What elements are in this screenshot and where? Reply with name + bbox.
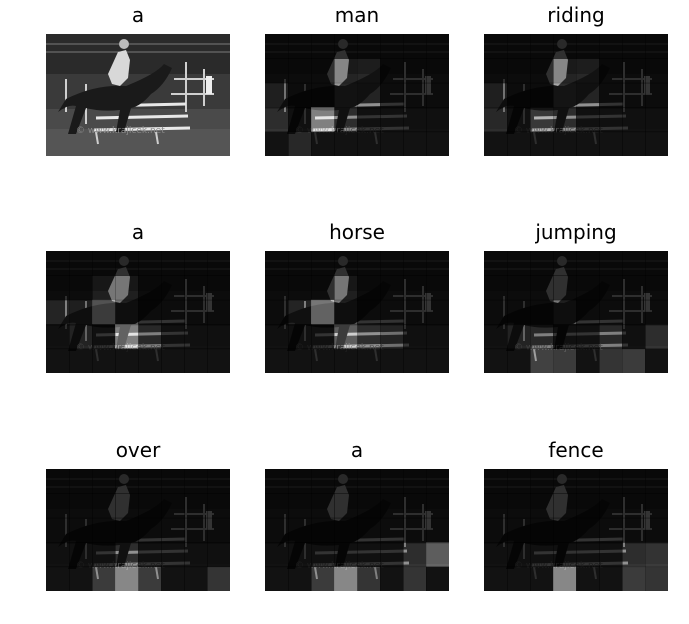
attention-image: © www.krajicek.net: [484, 34, 668, 156]
attention-overlay-image: © www.krajicek.net: [484, 251, 668, 373]
panel-word: jumping: [535, 220, 617, 244]
attention-overlay-image: © www.krajicek.net: [265, 34, 449, 156]
attention-image: © www.krajicek.net: [484, 251, 668, 373]
attention-overlay-image: © www.krajicek.net: [484, 34, 668, 156]
svg-text:© www.krajicek.net: © www.krajicek.net: [514, 126, 603, 136]
attention-image: © www.krajicek.net: [265, 469, 449, 591]
attention-overlay-image: © www.krajicek.net: [46, 251, 230, 373]
svg-text:© www.krajicek.net: © www.krajicek.net: [76, 343, 165, 353]
attention-image: © www.krajicek.net: [46, 469, 230, 591]
attention-overlay-image: © www.krajicek.net: [46, 469, 230, 591]
attention-image: © www.krajicek.net: [265, 251, 449, 373]
svg-text:© www.krajicek.net: © www.krajicek.net: [76, 126, 165, 136]
attention-overlay-image: © www.krajicek.net: [265, 469, 449, 591]
panel-word: over: [115, 438, 161, 462]
panel-word: a: [350, 438, 364, 462]
attention-overlay-image: © www.krajicek.net: [46, 34, 230, 156]
panel-word: a: [131, 3, 145, 27]
svg-text:© www.krajicek.net: © www.krajicek.net: [295, 126, 384, 136]
svg-text:© www.krajicek.net: © www.krajicek.net: [295, 343, 384, 353]
panel-word: fence: [548, 438, 604, 462]
attention-overlay-image: © www.krajicek.net: [265, 251, 449, 373]
panel-word: man: [334, 3, 380, 27]
attention-image: © www.krajicek.net: [265, 34, 449, 156]
attention-image: © www.krajicek.net: [484, 469, 668, 591]
attention-overlay-image: © www.krajicek.net: [484, 469, 668, 591]
attention-image: © www.krajicek.net: [46, 251, 230, 373]
panel-word: a: [131, 220, 145, 244]
attention-image: © www.krajicek.net: [46, 34, 230, 156]
panel-word: riding: [547, 3, 605, 27]
panel-word: horse: [329, 220, 385, 244]
svg-text:© www.krajicek.net: © www.krajicek.net: [76, 561, 165, 571]
